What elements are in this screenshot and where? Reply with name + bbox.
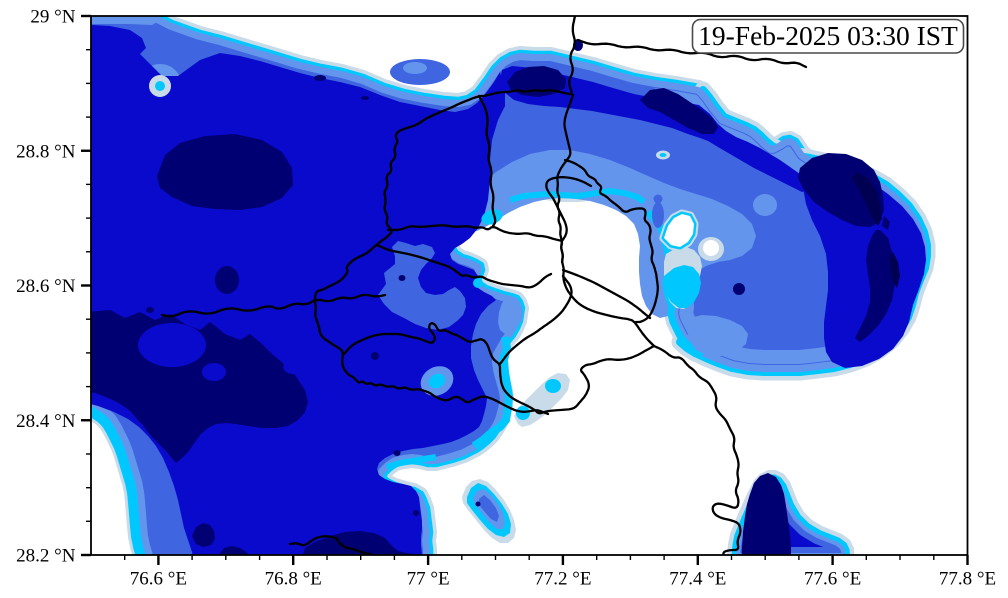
- svg-text:29 °N: 29 °N: [30, 7, 75, 28]
- svg-text:28.8 °N: 28.8 °N: [16, 141, 76, 162]
- svg-text:77.6 °E: 77.6 °E: [804, 569, 861, 590]
- svg-text:77.8 °E: 77.8 °E: [939, 569, 996, 590]
- svg-text:28.6 °N: 28.6 °N: [16, 276, 76, 297]
- svg-text:76.6 °E: 76.6 °E: [130, 569, 187, 590]
- svg-text:76.8 °E: 76.8 °E: [265, 569, 322, 590]
- svg-text:28.4 °N: 28.4 °N: [16, 411, 76, 432]
- svg-text:77.4 °E: 77.4 °E: [669, 569, 726, 590]
- svg-text:77 °E: 77 °E: [407, 569, 450, 590]
- svg-text:77.2 °E: 77.2 °E: [534, 569, 591, 590]
- svg-text:28.2 °N: 28.2 °N: [16, 546, 76, 567]
- svg-text:19-Feb-2025 03:30 IST: 19-Feb-2025 03:30 IST: [698, 20, 958, 51]
